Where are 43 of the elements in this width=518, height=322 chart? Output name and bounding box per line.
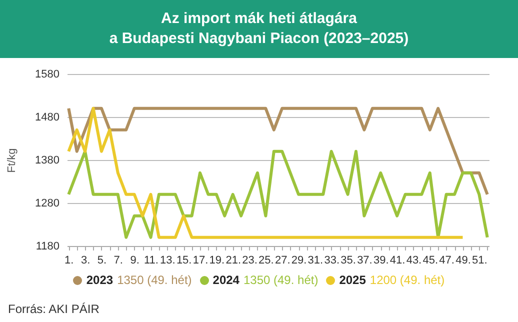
x-tick-label: 23. [242, 254, 258, 266]
x-tick-label: 7. [114, 254, 123, 266]
text: 1200 (49. hét) [370, 273, 445, 287]
line-series [67, 106, 489, 196]
legend-label: 2024 [212, 273, 240, 287]
y-tick-label: 1480 [35, 112, 60, 124]
x-tick-label: 33. [324, 254, 340, 266]
line-series [67, 150, 489, 239]
text: 1350 (49. hét) [243, 273, 318, 287]
x-tick-label: 5. [97, 254, 107, 266]
x-tick-label: 47. [439, 254, 454, 266]
chart-title: Az import mák heti átlagára a Budapesti Nagybani Piacon (2023–2025) [0, 0, 518, 58]
x-tick-label: 29. [291, 254, 307, 266]
y-axis-title: Ft/kg [6, 148, 18, 173]
x-tick-label: 19. [209, 254, 225, 266]
x-tick-label: 27. [274, 254, 290, 266]
y-tick-label: 1180 [36, 240, 60, 252]
x-tick-label: 41. [390, 254, 406, 266]
text: Forrás: AKI PÁIR [8, 302, 100, 316]
x-tick-label: 15. [176, 254, 192, 266]
x-tick-label: 13. [160, 254, 176, 266]
x-tick-label: 37. [357, 254, 372, 266]
x-tick-label: 49. [456, 254, 471, 266]
x-tick-label: 11. [144, 254, 158, 266]
x-tick-label: 21. [226, 254, 241, 266]
y-tick-label: 1580 [35, 68, 60, 80]
x-tick-label: 1. [64, 254, 74, 266]
legend-label: 2023 [86, 273, 114, 287]
x-tick-label: 3. [80, 254, 90, 266]
y-tick-label: 1380 [35, 154, 60, 166]
x-tick-label: 35. [340, 254, 356, 266]
x-tick-label: 25. [258, 254, 274, 266]
x-tick-label: 9. [130, 254, 140, 266]
y-tick-label: 1280 [35, 198, 60, 210]
text: 1350 (49. hét) [117, 273, 192, 287]
x-tick-label: 39. [373, 254, 389, 266]
x-tick-label: 51. [472, 254, 488, 266]
x-tick-label: 45. [422, 254, 438, 266]
line-series [67, 106, 464, 239]
x-tick-label: 31. [308, 254, 324, 266]
x-tick-label: 17. [192, 254, 208, 266]
x-tick-label: 43. [406, 254, 422, 266]
legend-label: 2025 [339, 273, 366, 287]
